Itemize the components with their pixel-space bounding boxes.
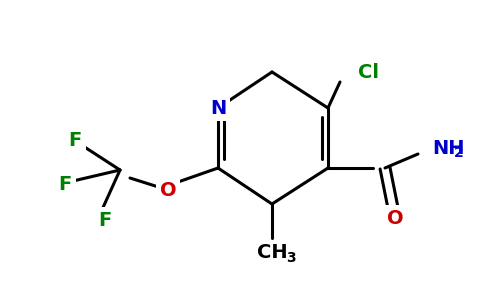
Text: N: N — [210, 98, 226, 118]
Text: NH: NH — [432, 139, 465, 158]
Text: 2: 2 — [454, 146, 464, 160]
Text: F: F — [98, 211, 112, 230]
Text: Cl: Cl — [358, 62, 379, 82]
Text: CH: CH — [257, 242, 287, 262]
Text: F: F — [68, 130, 82, 149]
Text: 3: 3 — [286, 251, 296, 265]
Text: O: O — [160, 181, 176, 200]
Text: F: F — [59, 176, 72, 194]
Text: O: O — [387, 208, 403, 227]
